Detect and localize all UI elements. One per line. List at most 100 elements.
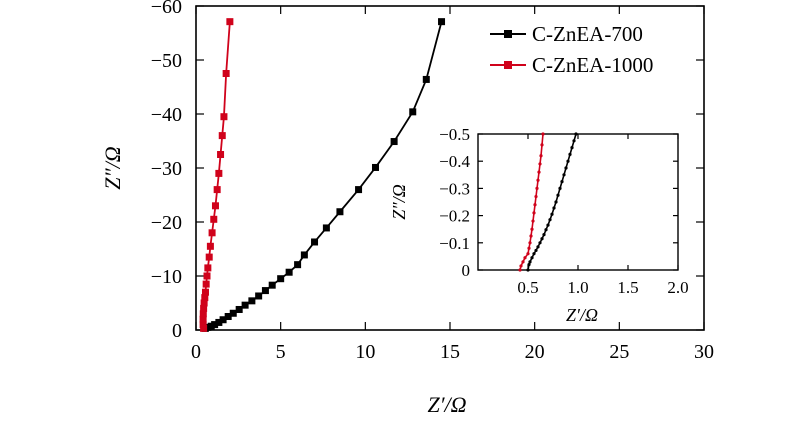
main-point-c-znea-1000 (208, 229, 216, 237)
main-point-c-znea-1000 (220, 113, 228, 121)
main-point-c-znea-700 (390, 138, 398, 146)
inset-point-c-znea-1000 (539, 154, 543, 158)
inset-point-c-znea-1000 (533, 203, 537, 207)
main-x-tick-label: 15 (440, 341, 460, 363)
main-point-c-znea-1000 (200, 304, 208, 312)
inset-point-c-znea-1000 (534, 194, 538, 199)
inset-point-c-znea-700 (536, 245, 540, 249)
inset-axis-ticks (478, 133, 679, 271)
main-point-c-znea-1000 (226, 18, 234, 26)
main-point-c-znea-700 (277, 275, 285, 283)
inset-series-c-znea-700 (526, 132, 578, 272)
inset-point-c-znea-700 (552, 206, 556, 210)
main-series-c-znea-700 (201, 18, 446, 332)
inset-x-tick-label: 1.5 (617, 278, 638, 297)
main-point-c-znea-700 (268, 281, 276, 289)
main-point-c-znea-700 (215, 318, 223, 326)
main-point-c-znea-700 (255, 292, 263, 300)
main-point-c-znea-700 (300, 251, 308, 259)
inset-point-c-znea-700 (562, 173, 566, 177)
inset-point-c-znea-700 (548, 218, 552, 222)
inset-point-c-znea-1000 (531, 219, 535, 223)
legend-marker-c-znea-1000 (504, 61, 512, 69)
main-point-c-znea-1000 (202, 280, 210, 288)
main-point-c-znea-1000 (206, 242, 214, 250)
inset-point-c-znea-700 (554, 200, 558, 204)
inset-point-c-znea-700 (558, 186, 562, 190)
inset-point-c-znea-1000 (519, 264, 523, 268)
inset-y-tick-label: −0.2 (439, 207, 470, 226)
main-point-c-znea-1000 (218, 132, 226, 140)
main-series-c-znea-1000 (199, 18, 234, 332)
inset-point-c-znea-1000 (521, 260, 525, 264)
inset-point-c-znea-1000 (535, 186, 539, 190)
main-point-c-znea-1000 (215, 169, 223, 177)
inset-point-c-znea-700 (544, 228, 548, 232)
main-point-c-znea-1000 (200, 324, 208, 332)
inset-point-c-znea-1000 (527, 246, 531, 250)
main-point-c-znea-700 (211, 321, 219, 329)
main-point-c-znea-1000 (213, 186, 221, 194)
inset-point-c-znea-700 (570, 146, 574, 150)
inset-plot-frame (477, 133, 679, 271)
inset-point-c-znea-700 (542, 233, 546, 237)
inset-series-c-znea-1000 (518, 132, 545, 272)
inset-point-c-znea-700 (540, 237, 544, 241)
main-y-tick-label: 0 (172, 320, 182, 342)
main-point-c-znea-700 (422, 75, 430, 83)
inset-point-c-znea-1000 (518, 268, 522, 272)
main-x-tick-label: 5 (276, 341, 286, 363)
inset-point-c-znea-700 (534, 248, 538, 253)
inset-point-c-znea-1000 (530, 227, 534, 231)
main-x-axis-label: Z′/Ω (427, 392, 466, 417)
main-point-c-znea-1000 (200, 299, 208, 307)
inset-y-tick-label: −0.4 (439, 152, 470, 171)
main-point-c-znea-700 (219, 316, 227, 324)
main-line-c-znea-700 (204, 21, 443, 330)
main-point-c-znea-700 (235, 305, 243, 313)
main-y-tick-label: −10 (151, 266, 182, 288)
inset-y-axis-label: Z″/Ω (389, 184, 409, 220)
main-x-tick-label: 20 (525, 341, 545, 363)
main-point-c-znea-1000 (204, 264, 212, 272)
inset-x-tick-label: 0.5 (517, 278, 538, 297)
legend-label-c-znea-700: C-ZnEA-700 (532, 22, 643, 46)
main-y-axis-label: Z″/Ω (100, 146, 125, 190)
main-point-c-znea-1000 (210, 215, 218, 223)
inset-point-c-znea-1000 (540, 143, 544, 147)
inset-point-c-znea-700 (528, 260, 532, 264)
inset-point-c-znea-700 (532, 252, 536, 256)
main-point-c-znea-1000 (217, 151, 225, 158)
main-point-c-znea-700 (409, 108, 417, 116)
inset-y-tick-label: −0.1 (439, 234, 470, 253)
main-point-c-znea-1000 (199, 310, 207, 318)
inset-point-c-znea-700 (574, 132, 578, 136)
main-point-c-znea-700 (294, 261, 302, 269)
main-point-c-znea-700 (241, 301, 249, 309)
main-point-c-znea-700 (229, 309, 237, 317)
inset-point-c-znea-1000 (528, 241, 532, 245)
inset-y-tick-label: 0 (462, 261, 471, 280)
main-point-c-znea-700 (248, 297, 256, 305)
main-y-tick-label: −30 (151, 158, 182, 180)
main-point-c-znea-1000 (205, 253, 213, 261)
main-point-c-znea-700 (261, 287, 269, 295)
main-tick-labels: 0 5 10 15 20 25 30 0 −10 −20 −30 −40 −50 −60 (151, 0, 714, 363)
inset-point-c-znea-1000 (532, 211, 536, 215)
main-point-c-znea-1000 (203, 272, 211, 280)
inset-y-tick-label: −0.5 (439, 125, 470, 144)
inset-point-c-znea-700 (527, 262, 531, 267)
main-point-c-znea-700 (322, 224, 330, 232)
inset-point-c-znea-700 (530, 256, 534, 260)
main-x-tick-label: 0 (191, 341, 201, 363)
inset-point-c-znea-1000 (538, 162, 542, 166)
main-point-c-znea-1000 (199, 315, 207, 323)
main-x-tick-label: 10 (355, 341, 375, 363)
main-point-c-znea-700 (311, 238, 319, 246)
inset-point-c-znea-700 (550, 212, 554, 216)
main-y-tick-label: −50 (151, 50, 182, 72)
main-series-group (199, 18, 446, 332)
main-point-c-znea-700 (285, 268, 293, 276)
legend-label-c-znea-1000: C-ZnEA-1000 (532, 53, 653, 77)
inset-point-c-znea-700 (538, 241, 542, 245)
